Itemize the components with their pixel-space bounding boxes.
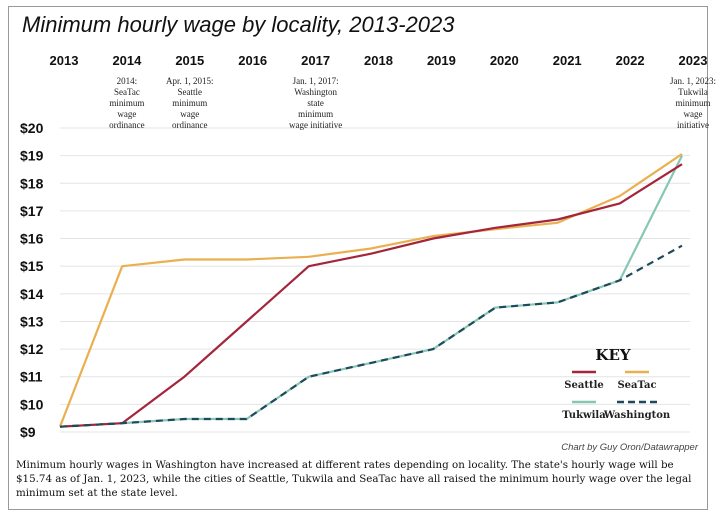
chart-caption: Minimum hourly wages in Washington have … [16,459,692,499]
x-tick-label: 2021 [553,53,582,68]
annotation-text: ordinance [109,120,144,130]
y-tick-label: $13 [20,313,44,329]
y-tick-label: $12 [20,341,44,357]
annotation-text: wage initiative [289,120,342,130]
chart-frame [8,6,708,510]
legend-label-tukwila: Tukwila [562,410,606,421]
x-tick-label: 2016 [238,53,267,68]
y-tick-label: $10 [20,396,44,412]
annotation-text: initiative [677,120,709,130]
annotation-text: Seattle [178,87,203,97]
annotation-text: minimum [675,98,710,108]
x-tick-label: 2020 [490,53,519,68]
annotation-text: 2014: [117,76,138,86]
x-tick-label: 2013 [50,53,79,68]
legend-label-seatac: SeaTac [617,380,656,391]
y-tick-label: $17 [20,203,44,219]
y-tick-label: $9 [20,424,36,440]
x-tick-label: 2019 [427,53,456,68]
y-tick-label: $14 [20,286,44,302]
x-tick-label: 2017 [301,53,330,68]
annotation-text: Jan. 1, 2017: [293,76,339,86]
series-line-seattle [59,163,683,428]
annotation-text: Washington [294,87,337,97]
x-tick-label: 2014 [112,53,142,68]
x-tick-label: 2018 [364,53,393,68]
y-tick-label: $19 [20,148,44,164]
y-tick-label: $11 [20,369,43,385]
annotation-text: Jan. 1, 2023: [670,76,716,86]
y-tick-label: $16 [20,231,44,247]
annotation-text: SeaTac [114,87,140,97]
chart-credit: Chart by Guy Oron/Datawrapper [561,442,698,453]
x-tick-label: 2023 [679,53,708,68]
annotation-text: minimum [109,98,144,108]
annotation-text: minimum [172,98,207,108]
annotation-text: ordinance [172,120,207,130]
chart-title: Minimum hourly wage by locality, 2013-20… [22,12,455,37]
series-line-washington [59,244,683,428]
annotation-text: Apr. 1, 2015: [166,76,214,86]
annotation-text: Tukwila [678,87,708,97]
annotation-text: state [307,98,324,108]
legend-label-washington: Washington [603,410,671,421]
legend-label-seattle: Seattle [564,380,603,391]
y-tick-label: $18 [20,175,44,191]
x-tick-label: 2022 [616,53,645,68]
annotation-text: wage [684,109,703,119]
annotation-text: wage [117,109,136,119]
legend-title: KEY [595,346,630,364]
annotation-text: minimum [298,109,333,119]
y-tick-label: $20 [20,120,44,136]
annotation-text: wage [180,109,199,119]
y-tick-label: $15 [20,258,44,274]
x-tick-label: 2015 [175,53,204,68]
